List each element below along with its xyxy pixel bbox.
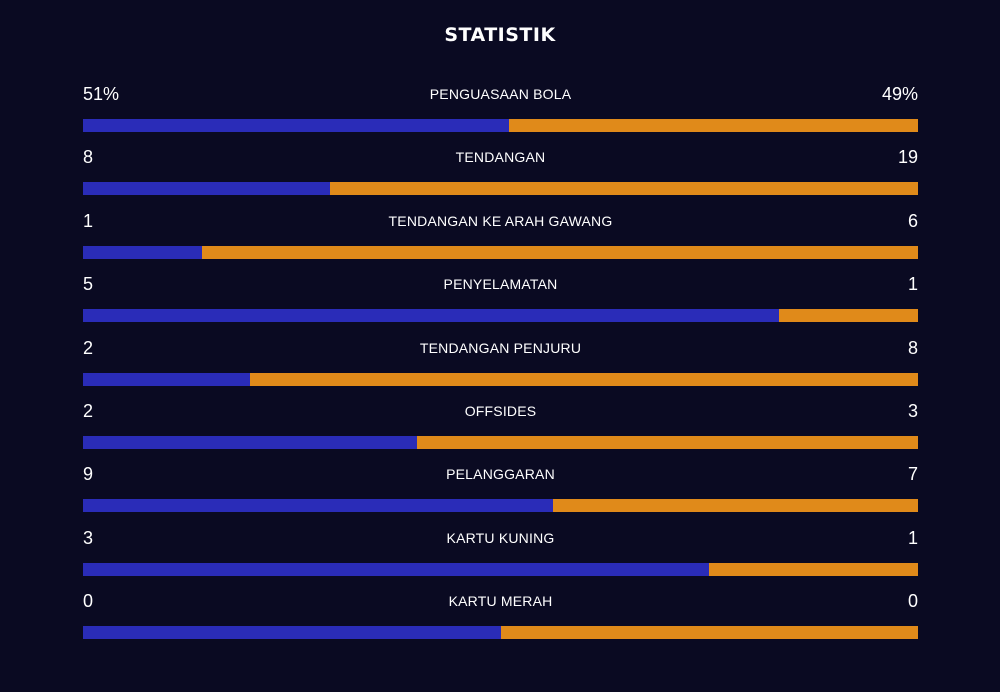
stat-label: KARTU KUNING [446,529,555,546]
home-value: 51% [83,84,120,104]
comparison-bar [83,119,918,132]
comparison-bar [83,562,918,576]
stat-row-saves: 5 PENYELAMATAN 1 [83,270,918,333]
stat-label: TENDANGAN PENJURU [419,339,582,356]
comparison-bar [83,372,918,386]
comparison-bar [83,182,918,196]
stat-label: OFFSIDES [464,402,537,419]
home-bar-segment [83,309,779,323]
away-bar-segment [500,626,918,640]
stat-row-offsides: 2 OFFSIDES 3 [83,397,918,460]
comparison-bar [83,626,918,640]
home-bar-segment [83,435,417,449]
away-value: 6 [907,210,918,231]
home-value: 9 [83,464,94,485]
away-value: 8 [907,337,918,358]
away-value: 7 [907,464,918,485]
away-bar-segment [250,372,918,386]
stat-label: TENDANGAN KE ARAH GAWANG [388,212,613,229]
away-bar-segment [778,309,918,323]
comparison-bar [83,499,918,513]
away-bar-segment [552,499,918,513]
home-bar-segment [83,372,250,386]
away-bar-segment [330,182,918,196]
stat-row-yellow-cards: 3 KARTU KUNING 1 [83,524,918,587]
stat-row-fouls: 9 PELANGGARAN 7 [83,460,918,523]
away-value: 0 [907,591,918,612]
away-value: 49% [881,84,918,104]
stat-row-corners: 2 TENDANGAN PENJURU 8 [83,334,918,397]
home-value: 2 [83,400,94,421]
home-bar-segment [83,182,331,196]
stat-label: KARTU MERAH [448,593,553,610]
home-value: 1 [83,210,94,231]
home-value: 2 [83,337,94,358]
stat-label: TENDANGAN [455,149,546,166]
home-bar-segment [83,626,501,640]
away-bar-segment [417,435,918,449]
comparison-bar [83,245,918,259]
away-value: 19 [897,147,918,168]
home-bar-segment [83,245,203,259]
away-value: 1 [907,274,918,295]
stat-label: PENGUASAAN BOLA [429,86,572,102]
stat-label: PELANGGARAN [446,466,555,483]
stat-row-shots: 8 TENDANGAN 19 [83,143,918,206]
stat-row-possession: 51% PENGUASAAN BOLA 49% [83,80,918,143]
home-value: 3 [83,527,94,548]
home-bar-segment [83,119,509,132]
stats-title: STATISTIK [444,24,556,46]
stat-row-red-cards: 0 KARTU MERAH 0 [83,587,918,650]
stats-list: 51% PENGUASAAN BOLA 49% 8 TENDANGAN 19 1… [83,80,918,651]
away-value: 3 [907,400,918,421]
stat-label: PENYELAMATAN [443,276,558,293]
home-bar-segment [83,562,710,576]
home-value: 0 [83,591,94,612]
home-value: 5 [83,274,94,295]
stat-row-shots-on-target: 1 TENDANGAN KE ARAH GAWANG 6 [83,207,918,270]
comparison-bar [83,309,918,323]
home-bar-segment [83,499,553,513]
away-bar-segment [202,245,918,259]
away-bar-segment [508,119,918,132]
home-value: 8 [83,147,94,168]
away-bar-segment [709,562,918,576]
away-value: 1 [907,527,918,548]
comparison-bar [83,435,918,449]
